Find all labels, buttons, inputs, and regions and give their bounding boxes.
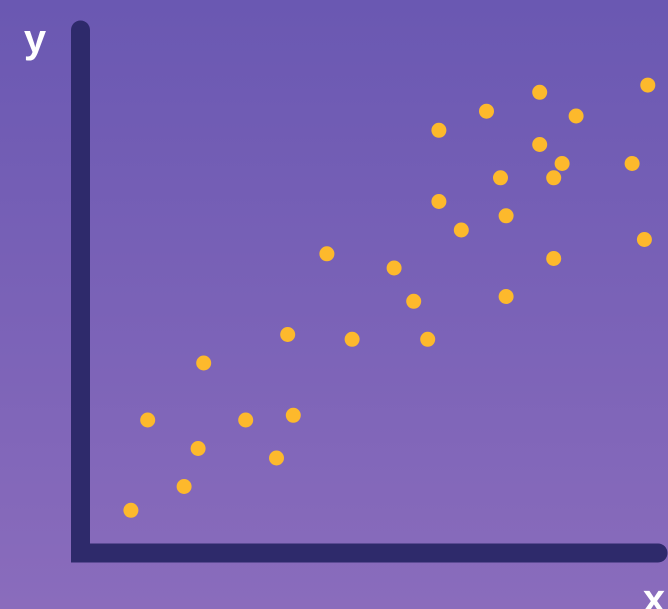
data-point-24 [546, 170, 562, 186]
data-point-4 [190, 441, 206, 456]
points-layer [123, 77, 656, 518]
data-point-27 [568, 108, 584, 124]
data-point-20 [498, 289, 514, 304]
data-point-13 [406, 293, 422, 309]
data-point-6 [238, 412, 254, 428]
data-point-17 [453, 222, 469, 238]
data-point-28 [624, 156, 640, 171]
data-point-2 [140, 412, 156, 428]
data-point-10 [319, 246, 335, 262]
data-point-26 [554, 156, 570, 171]
data-point-7 [269, 450, 284, 466]
data-point-18 [479, 103, 494, 119]
data-point-23 [532, 84, 548, 100]
data-point-14 [420, 331, 436, 347]
data-point-12 [386, 260, 402, 276]
data-point-11 [344, 331, 360, 347]
data-point-1 [123, 502, 139, 518]
data-point-3 [176, 479, 192, 494]
data-point-9 [285, 407, 301, 423]
data-point-29 [636, 232, 652, 247]
data-point-16 [431, 122, 447, 138]
data-point-8 [280, 327, 296, 342]
data-point-30 [640, 77, 656, 93]
data-point-15 [431, 194, 447, 209]
data-point-21 [498, 208, 514, 224]
x-axis-label: x [643, 577, 665, 609]
data-point-22 [532, 137, 548, 152]
data-point-5 [196, 355, 212, 371]
data-point-19 [493, 170, 508, 186]
axes-corner [71, 543, 91, 563]
data-point-25 [546, 251, 562, 266]
y-axis-label: y [24, 17, 47, 61]
